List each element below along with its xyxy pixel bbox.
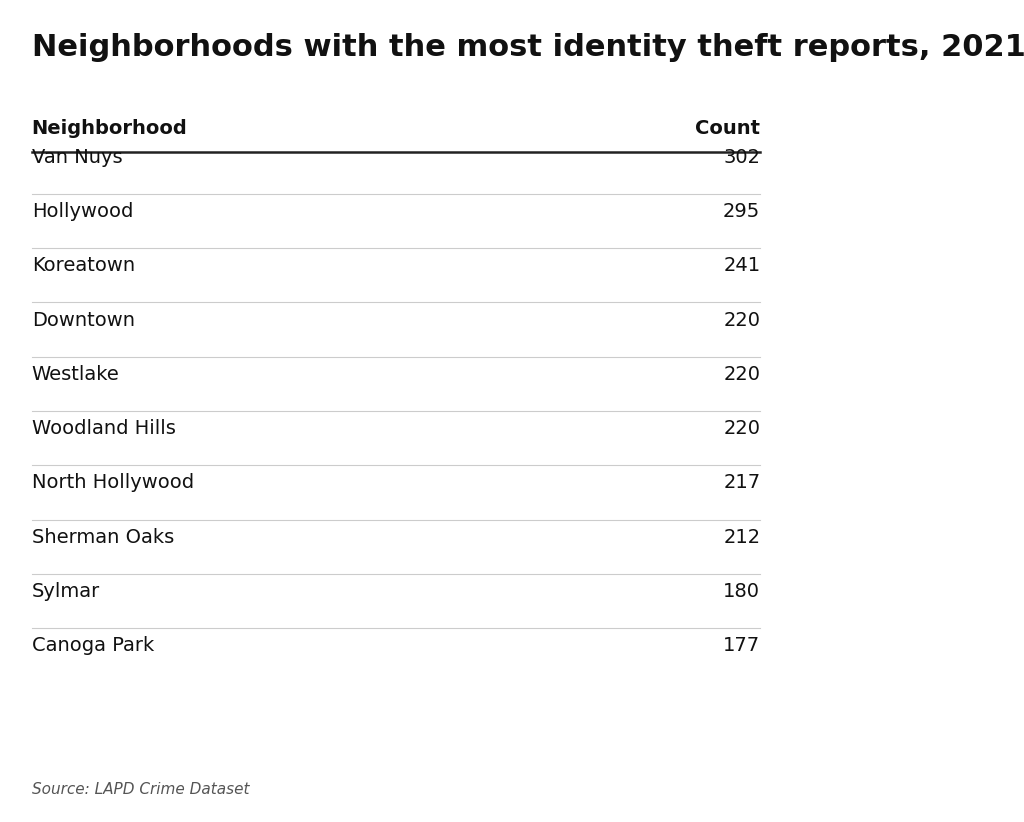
Text: 302: 302: [723, 148, 760, 167]
Text: 180: 180: [723, 582, 760, 601]
Text: North Hollywood: North Hollywood: [32, 473, 194, 492]
Text: 220: 220: [723, 311, 760, 330]
Text: Neighborhood: Neighborhood: [32, 119, 187, 138]
Text: Neighborhoods with the most identity theft reports, 2021: Neighborhoods with the most identity the…: [32, 33, 1024, 62]
Text: Canoga Park: Canoga Park: [32, 636, 154, 655]
Text: Koreatown: Koreatown: [32, 256, 135, 275]
Text: Sherman Oaks: Sherman Oaks: [32, 528, 174, 547]
Text: 220: 220: [723, 419, 760, 438]
Text: 177: 177: [723, 636, 760, 655]
Text: Van Nuys: Van Nuys: [32, 148, 122, 167]
Text: Count: Count: [695, 119, 760, 138]
Text: 217: 217: [723, 473, 760, 492]
Text: Downtown: Downtown: [32, 311, 135, 330]
Text: 220: 220: [723, 365, 760, 384]
Text: Westlake: Westlake: [32, 365, 120, 384]
Text: 212: 212: [723, 528, 760, 547]
Text: 241: 241: [723, 256, 760, 275]
Text: Hollywood: Hollywood: [32, 202, 133, 221]
Text: Source: LAPD Crime Dataset: Source: LAPD Crime Dataset: [32, 783, 249, 797]
Text: Woodland Hills: Woodland Hills: [32, 419, 175, 438]
Text: Sylmar: Sylmar: [32, 582, 100, 601]
Text: 295: 295: [723, 202, 760, 221]
